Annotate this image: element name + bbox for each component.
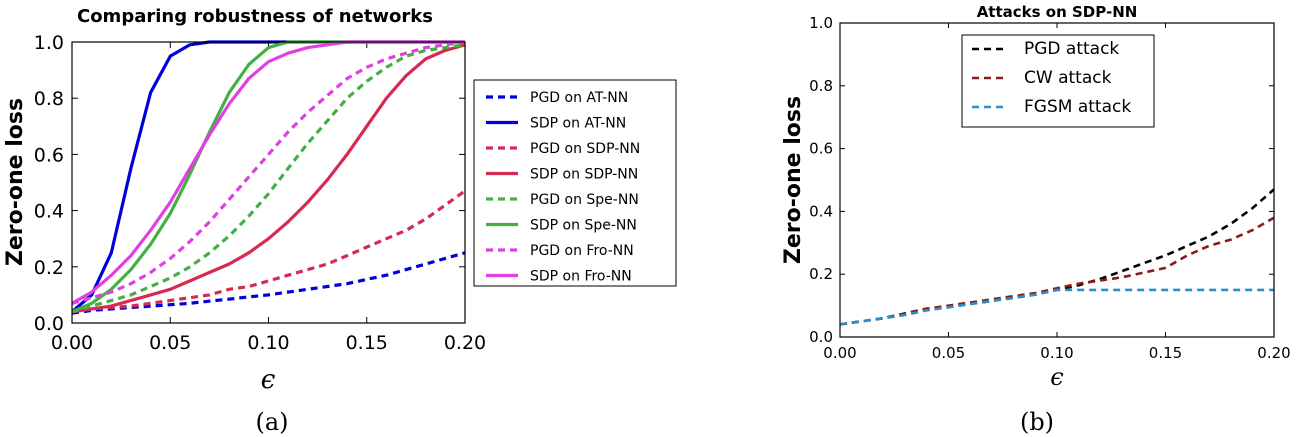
chart-a-legend: PGD on AT-NN SDP on AT-NN PGD on SDP-NN SDP…: [473, 79, 677, 287]
chart-b-ytick-label: 0.2: [809, 265, 833, 283]
legend-label-fgsm-attack: FGSM attack: [1024, 97, 1131, 117]
chart-b-ytick-label: 0.0: [809, 328, 833, 346]
chart-b-ylabel: Zero-one loss: [781, 96, 806, 264]
chart-a: Comparing robustness of networks Zero-on…: [3, 6, 677, 436]
chart-a-ytick-label: 0.8: [34, 88, 64, 110]
chart-a-ytick-label: 0.6: [34, 144, 64, 166]
legend-label-pgd-on-sdp-nn: PGD on SDP-NN: [530, 141, 640, 157]
chart-b-frame: [839, 22, 1275, 338]
chart-b-title: Attacks on SDP-NN: [977, 3, 1138, 21]
chart-a-ylabel: Zero-one loss: [3, 98, 28, 266]
legend-label-pgd-on-spe-nn: PGD on Spe-NN: [530, 192, 639, 208]
chart-b-ytick-label: 0.6: [809, 140, 833, 158]
chart-b-xtick-label: 0.20: [1257, 344, 1290, 362]
chart-b-xlabel: ϵ: [1050, 363, 1063, 391]
chart-a-xtick-label: 0.15: [346, 332, 388, 354]
series-line-sdp-on-sdp-nn: [72, 43, 465, 314]
chart-b-xtick-label: 0.05: [932, 344, 965, 362]
legend-label-pgd-on-at-nn: PGD on AT-NN: [530, 90, 628, 106]
chart-b: Attacks on SDP-NN Zero-one loss ϵ (b) 0.…: [781, 3, 1291, 436]
panel-b-caption: (b): [1020, 408, 1054, 436]
panel-a-caption: (a): [255, 408, 288, 436]
series-line-pgd-on-at-nn: [72, 251, 465, 315]
chart-b-xtick-label: 0.00: [823, 344, 856, 362]
chart-b-ytick-label: 1.0: [809, 14, 833, 32]
series-line-cw-attack: [840, 216, 1274, 326]
chart-a-xtick-label: 0.10: [247, 332, 289, 354]
series-line-pgd-attack: [840, 188, 1274, 326]
chart-a-ytick-label: 1.0: [34, 32, 64, 54]
chart-a-ytick-label: 0.4: [34, 201, 64, 223]
chart-a-xtick-label: 0.05: [149, 332, 191, 354]
chart-a-title: Comparing robustness of networks: [77, 6, 433, 27]
chart-a-xtick-label: 0.20: [444, 332, 486, 354]
chart-b-ytick-label: 0.4: [809, 202, 833, 220]
chart-a-legend-box: [473, 79, 677, 287]
chart-b-legend: PGD attack CW attack FGSM attack: [961, 34, 1155, 128]
legend-label-sdp-on-fro-nn: SDP on Fro-NN: [530, 269, 632, 285]
chart-b-xtick-label: 0.10: [1040, 344, 1073, 362]
legend-label-pgd-on-fro-nn: PGD on Fro-NN: [530, 243, 634, 259]
legend-label-sdp-on-at-nn: SDP on AT-NN: [530, 116, 626, 132]
chart-b-ytick-label: 0.8: [809, 77, 833, 95]
chart-a-ytick-label: 0.0: [34, 313, 64, 335]
chart-b-xtick-label: 0.15: [1149, 344, 1182, 362]
series-line-pgd-on-spe-nn: [72, 43, 465, 314]
series-line-pgd-on-fro-nn: [72, 40, 465, 305]
legend-label-sdp-on-spe-nn: SDP on Spe-NN: [530, 218, 637, 234]
series-line-sdp-on-spe-nn: [72, 40, 465, 314]
legend-label-sdp-on-sdp-nn: SDP on SDP-NN: [530, 167, 638, 183]
chart-a-ytick-label: 0.2: [34, 257, 64, 279]
chart-b-legend-box: [961, 34, 1155, 128]
chart-a-xtick-label: 0.00: [51, 332, 93, 354]
chart-a-frame: [71, 41, 466, 324]
legend-label-cw-attack: CW attack: [1024, 68, 1112, 88]
legend-label-pgd-attack: PGD attack: [1024, 39, 1119, 59]
chart-a-xlabel: ϵ: [261, 365, 276, 395]
series-line-fgsm-attack: [840, 288, 1274, 326]
series-line-pgd-on-sdp-nn: [72, 189, 465, 314]
